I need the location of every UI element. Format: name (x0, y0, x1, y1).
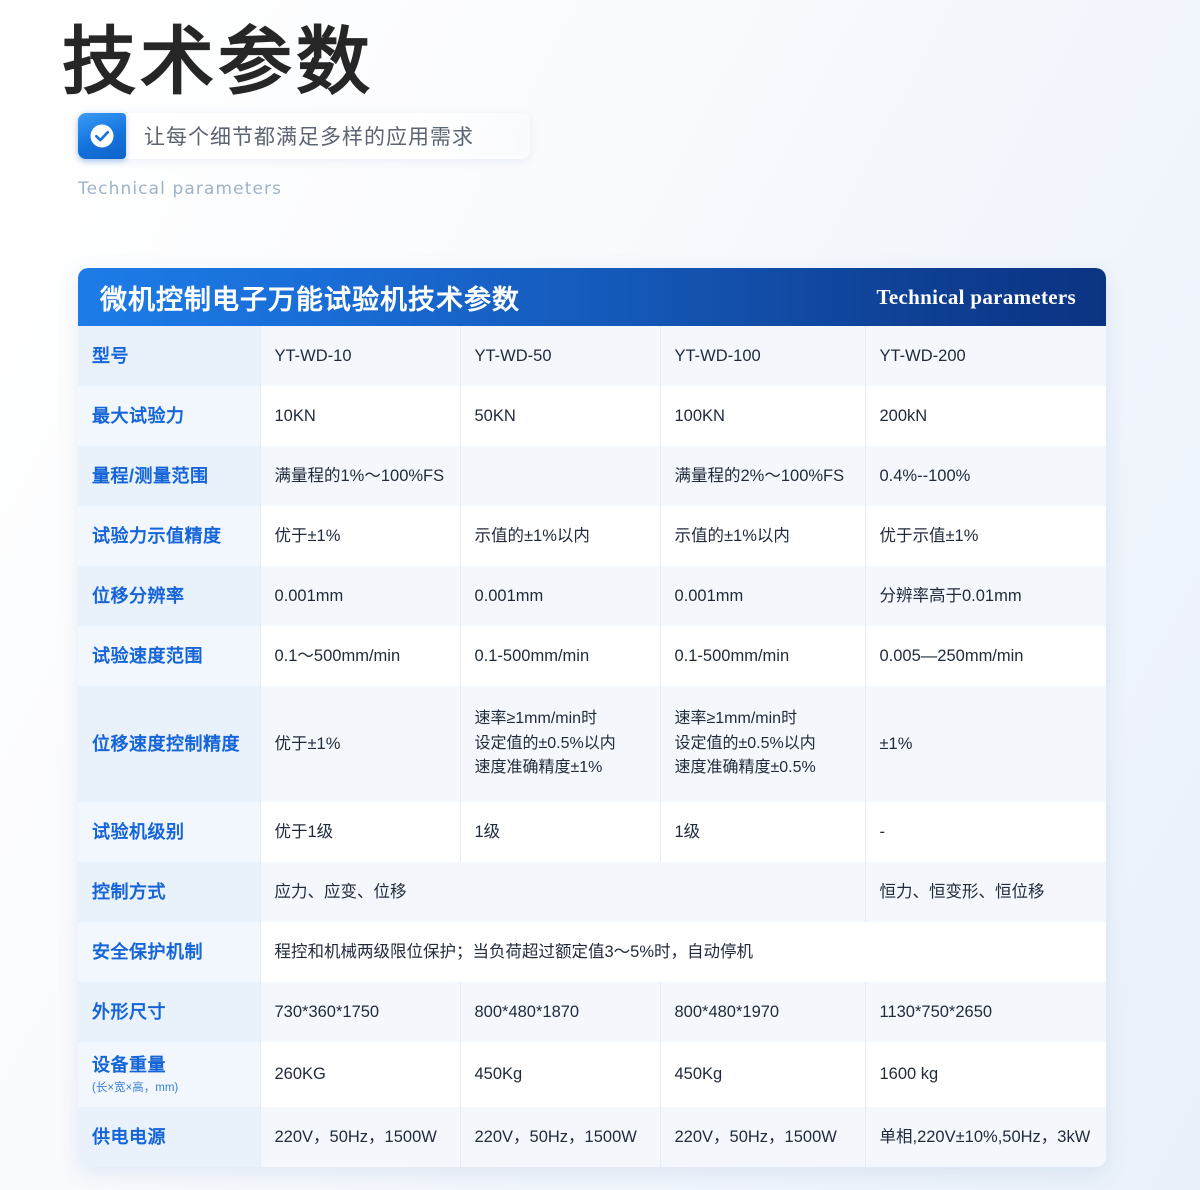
spec-table-title-en: Technical parameters (876, 284, 1076, 309)
table-cell: 0.001mm (460, 566, 661, 626)
table-cell: 10KN (260, 386, 461, 446)
table-cell: 0.001mm (260, 566, 461, 626)
table-cell: 260KG (260, 1042, 461, 1108)
table-cell: 程控和机械两级限位保护；当负荷超过额定值3～5%时，自动停机 (260, 922, 1106, 982)
table-cell: 0.1～500mm/min (260, 626, 461, 686)
row-label: 供电电源 (78, 1107, 261, 1168)
row-label-text: 位移速度控制精度 (92, 733, 240, 754)
table-cell: YT-WD-50 (460, 326, 661, 386)
row-label-text: 供电电源 (92, 1126, 166, 1147)
table-cell: 1600 kg (865, 1042, 1106, 1108)
page-title: 技术参数 (62, 22, 374, 104)
table-row: 型号 YT-WD-10 YT-WD-50 YT-WD-100 YT-WD-200 (78, 326, 1106, 386)
table-row: 控制方式 应力、应变、位移 恒力、恒变形、恒位移 (78, 862, 1106, 922)
table-cell: 分辨率高于0.01mm (865, 566, 1106, 626)
table-cell: 0.001mm (660, 566, 866, 626)
table-cell: 220V，50Hz，1500W (660, 1107, 866, 1168)
table-cell: 满量程的1%～100%FS (260, 446, 461, 506)
row-label: 位移速度控制精度 (78, 686, 261, 802)
row-label: 试验机级别 (78, 802, 261, 862)
table-cell: ±1% (865, 686, 1106, 802)
row-label: 设备重量 (长×宽×高，mm) (78, 1042, 261, 1108)
spec-table: 型号 YT-WD-10 YT-WD-50 YT-WD-100 YT-WD-200 最大试验… (78, 326, 1106, 1168)
table-row: 最大试验力 10KN 50KN 100KN 200kN (78, 386, 1106, 446)
table-row: 供电电源 220V，50Hz，1500W 220V，50Hz，1500W 220V，5… (78, 1107, 1106, 1168)
spec-table-card: 微机控制电子万能试验机技术参数 Technical parameters 型号 Y… (78, 268, 1106, 1168)
spec-table-title-cn: 微机控制电子万能试验机技术参数 (100, 284, 520, 315)
row-label-text: 安全保护机制 (92, 941, 203, 962)
row-label-text: 型号 (92, 345, 129, 366)
table-cell: 800*480*1870 (460, 982, 661, 1042)
row-label: 控制方式 (78, 862, 261, 922)
table-row: 外形尺寸 730*360*1750 800*480*1870 800*480*1970… (78, 982, 1106, 1042)
table-cell: 示值的±1%以内 (660, 506, 866, 566)
table-cell: 单相,220V±10%,50Hz，3kW (865, 1107, 1106, 1168)
row-label-text: 试验机级别 (92, 821, 185, 842)
spec-table-header: 微机控制电子万能试验机技术参数 Technical parameters (78, 268, 1106, 326)
table-cell: 100KN (660, 386, 866, 446)
table-cell: 示值的±1%以内 (460, 506, 661, 566)
table-cell: YT-WD-10 (260, 326, 461, 386)
row-label-text: 试验速度范围 (92, 645, 203, 666)
row-label-text: 最大试验力 (92, 405, 185, 426)
row-label: 试验力示值精度 (78, 506, 261, 566)
table-cell: 800*480*1970 (660, 982, 866, 1042)
table-cell: 1级 (460, 802, 661, 862)
row-label-text: 量程/测量范围 (92, 465, 209, 486)
row-label-text: 位移分辨率 (92, 585, 185, 606)
table-row: 安全保护机制 程控和机械两级限位保护；当负荷超过额定值3～5%时，自动停机 (78, 922, 1106, 982)
table-cell: 速率≥1mm/min时 设定值的±0.5%以内 速度准确精度±0.5% (660, 686, 866, 802)
row-label-text: 试验力示值精度 (92, 525, 222, 546)
table-cell: 450Kg (460, 1042, 661, 1108)
table-cell: 1级 (660, 802, 866, 862)
table-cell: 优于1级 (260, 802, 461, 862)
row-label: 量程/测量范围 (78, 446, 261, 506)
row-label: 外形尺寸 (78, 982, 261, 1042)
table-cell: 1130*750*2650 (865, 982, 1106, 1042)
table-cell (460, 446, 661, 506)
row-label-text: 外形尺寸 (92, 1001, 166, 1022)
table-row: 设备重量 (长×宽×高，mm) 260KG 450Kg 450Kg 1600 kg (78, 1042, 1106, 1108)
table-cell: 0.4%--100% (865, 446, 1106, 506)
table-cell: YT-WD-200 (865, 326, 1106, 386)
table-cell: 450Kg (660, 1042, 866, 1108)
table-cell: 0.005—250mm/min (865, 626, 1106, 686)
table-cell: 220V，50Hz，1500W (460, 1107, 661, 1168)
row-label-text: 控制方式 (92, 881, 166, 902)
table-row: 试验机级别 优于1级 1级 1级 - (78, 802, 1106, 862)
table-cell: 速率≥1mm/min时 设定值的±0.5%以内 速度准确精度±1% (460, 686, 661, 802)
table-cell: 200kN (865, 386, 1106, 446)
table-cell: 730*360*1750 (260, 982, 461, 1042)
row-label: 型号 (78, 326, 261, 386)
row-label: 试验速度范围 (78, 626, 261, 686)
table-cell: 满量程的2%～100%FS (660, 446, 866, 506)
table-row: 量程/测量范围 满量程的1%～100%FS 满量程的2%～100%FS 0.4%--1… (78, 446, 1106, 506)
table-cell: 优于±1% (260, 686, 461, 802)
check-circle-icon (78, 113, 126, 160)
table-cell: 50KN (460, 386, 661, 446)
row-label-text: 设备重量 (92, 1055, 166, 1075)
table-cell: 0.1-500mm/min (660, 626, 866, 686)
table-cell: 应力、应变、位移 (260, 862, 866, 922)
table-cell: 220V，50Hz，1500W (260, 1107, 461, 1168)
table-row: 位移分辨率 0.001mm 0.001mm 0.001mm 分辨率高于0.01mm (78, 566, 1106, 626)
table-cell: - (865, 802, 1106, 862)
page-header: 技术参数 让每个细节都满足多样的应用需求 Technical parameter… (62, 22, 1142, 200)
row-label: 安全保护机制 (78, 922, 261, 982)
table-row: 位移速度控制精度 优于±1% 速率≥1mm/min时 设定值的±0.5%以内 速度准确精… (78, 686, 1106, 802)
table-cell: 恒力、恒变形、恒位移 (865, 862, 1106, 922)
row-label-subtext: (长×宽×高，mm) (92, 1082, 179, 1094)
slogan-banner: 让每个细节都满足多样的应用需求 (78, 113, 530, 160)
slogan-text: 让每个细节都满足多样的应用需求 (144, 126, 474, 150)
table-cell: 0.1-500mm/min (460, 626, 661, 686)
table-cell: YT-WD-100 (660, 326, 866, 386)
row-label: 最大试验力 (78, 386, 261, 446)
table-cell: 优于±1% (260, 506, 461, 566)
table-row: 试验速度范围 0.1～500mm/min 0.1-500mm/min 0.1-500m… (78, 626, 1106, 686)
page-subtitle-en: Technical parameters (78, 179, 283, 200)
table-row: 试验力示值精度 优于±1% 示值的±1%以内 示值的±1%以内 优于示值±1% (78, 506, 1106, 566)
table-cell: 优于示值±1% (865, 506, 1106, 566)
row-label: 位移分辨率 (78, 566, 261, 626)
